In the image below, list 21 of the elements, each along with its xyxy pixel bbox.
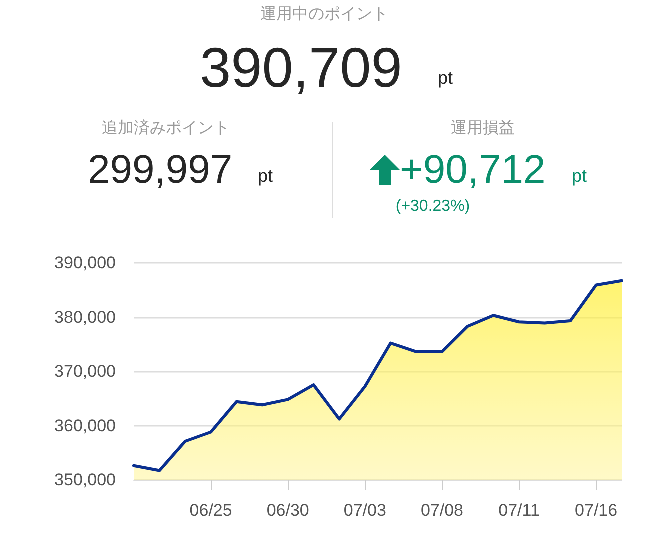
- y-tick-label: 390,000: [54, 254, 116, 272]
- text: 390,709: [200, 36, 402, 99]
- text: 運用損益: [450, 119, 516, 139]
- y-tick-label: 370,000: [54, 362, 116, 381]
- y-tick-label: 350,000: [54, 470, 116, 490]
- y-tick-label: 380,000: [54, 308, 116, 327]
- text: 運用中のポイント: [260, 4, 390, 25]
- text: pt: [572, 166, 588, 187]
- text: (+30.23%): [394, 198, 472, 216]
- text: pt: [258, 166, 274, 187]
- y-tick-label: 360,000: [54, 416, 116, 436]
- x-tick-label: 07/03: [344, 501, 386, 520]
- x-tick-label: 07/08: [420, 501, 464, 520]
- text: pt: [438, 68, 454, 89]
- text: 299,997: [88, 148, 233, 192]
- text: +90,712: [400, 148, 546, 192]
- x-tick-label: 06/30: [266, 501, 310, 520]
- text: 追加済みポイント: [101, 118, 231, 139]
- x-tick-label: 06/25: [190, 501, 232, 520]
- x-tick-label: 07/11: [498, 501, 540, 520]
- x-tick-label: 07/16: [575, 501, 618, 520]
